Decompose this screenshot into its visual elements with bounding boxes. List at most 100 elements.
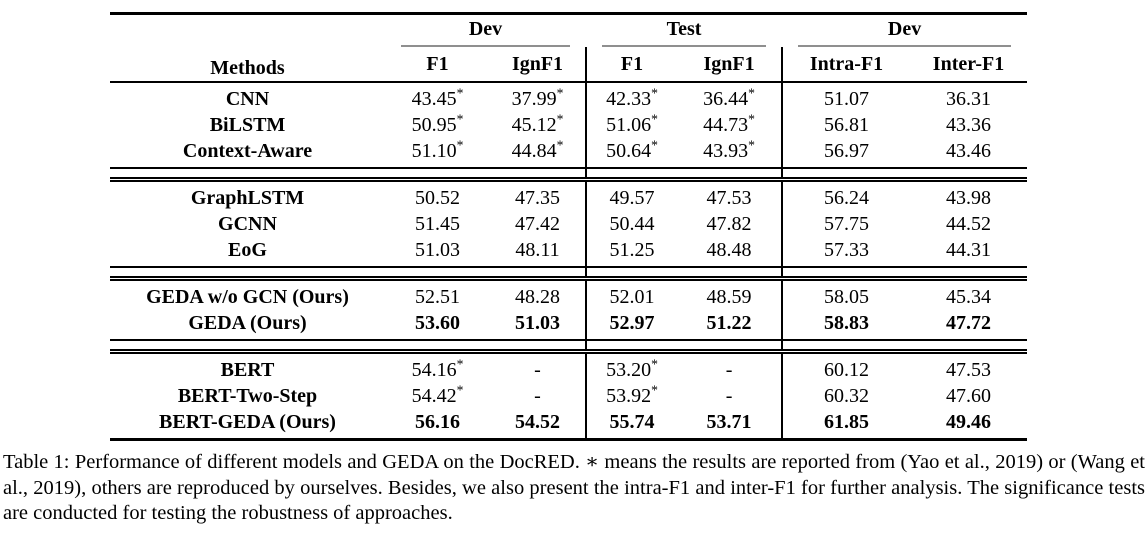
separator-cell xyxy=(585,339,678,354)
separator-cell xyxy=(781,266,911,281)
header-group-test: Test xyxy=(586,12,783,47)
cell-test-ignf1: 43.93* xyxy=(703,137,755,162)
cell-inter-f1: 47.53 xyxy=(946,359,992,381)
cell-test-ignf1: 51.22 xyxy=(706,312,752,334)
method-name: BERT xyxy=(220,359,275,381)
method-name: BERT-GEDA (Ours) xyxy=(110,409,385,441)
star-marker: * xyxy=(651,111,658,127)
cell-inter-f1: 43.46 xyxy=(946,140,992,162)
cell-test-f1: 55.74 xyxy=(585,409,678,441)
header-dev-f1: F1 xyxy=(385,47,490,83)
cell-inter-f1: 47.72 xyxy=(946,312,992,334)
cell-intra-f1: 60.12 xyxy=(781,351,911,383)
cell-inter-f1: 49.46 xyxy=(910,409,1028,441)
cell-dev-ignf1: - xyxy=(534,385,541,407)
cell-test-ignf1: - xyxy=(725,385,733,407)
table-row-graphlstm: GraphLSTM 50.52 47.35 49.57 47.53 56.24 … xyxy=(110,179,1027,211)
header-group-dev2-label: Dev xyxy=(798,16,1012,47)
separator-cell xyxy=(490,266,587,281)
cell-dev-ignf1: 48.28 xyxy=(515,286,560,308)
table-row-geda: GEDA (Ours) 53.60 51.03 52.97 51.22 58.8… xyxy=(110,310,1027,340)
cell-dev-ignf1: 47.42 xyxy=(515,213,560,235)
cell-intra-f1: 51.07 xyxy=(781,82,911,112)
star-marker: * xyxy=(748,137,755,153)
cell-dev-f1: 56.16 xyxy=(385,409,490,441)
cell-test-f1: 50.44 xyxy=(585,211,678,237)
header-group-dev-label: Dev xyxy=(401,16,571,47)
method-name: Context-Aware xyxy=(182,140,313,162)
header-dev-ignf1: IgnF1 xyxy=(490,47,587,83)
cell-intra-f1: 57.75 xyxy=(781,211,911,237)
cell-test-f1: 53.20* xyxy=(585,351,678,383)
cell-intra-f1: 57.33 xyxy=(781,237,911,267)
cell-dev-f1: 51.45 xyxy=(415,213,460,235)
cell-inter-f1: 36.31 xyxy=(946,88,992,110)
separator-cell xyxy=(385,167,490,182)
separator-cell xyxy=(677,167,783,182)
star-marker: * xyxy=(456,85,464,101)
star-marker: * xyxy=(556,111,564,127)
separator-cell xyxy=(110,266,385,281)
cell-test-f1: 51.06* xyxy=(585,111,678,138)
cell-dev-f1: 51.10* xyxy=(411,137,464,162)
block-separator xyxy=(110,266,1028,281)
separator-cell xyxy=(490,167,587,182)
table-row-eog: EoG 51.03 48.11 51.25 48.48 57.33 44.31 xyxy=(110,237,1027,267)
cell-test-f1: 49.57 xyxy=(585,179,678,211)
star-marker: * xyxy=(651,356,658,372)
header-test-ignf1: IgnF1 xyxy=(677,47,783,83)
results-table-wrap: Methods Dev Test Dev F1 IgnF1 F1 IgnF1 I… xyxy=(110,12,1028,441)
cell-dev-f1: 53.60 xyxy=(415,312,460,334)
cell-intra-f1: 61.85 xyxy=(781,409,911,441)
sub-header-row: F1 IgnF1 F1 IgnF1 Intra-F1 Inter-F1 xyxy=(110,47,1028,83)
cell-dev-ignf1: 45.12* xyxy=(511,111,564,136)
header-group-dev2: Dev xyxy=(782,12,1028,47)
star-marker: * xyxy=(651,85,658,101)
results-table: Methods Dev Test Dev F1 IgnF1 F1 IgnF1 I… xyxy=(110,12,1028,441)
cell-dev-f1: 51.03 xyxy=(415,239,460,261)
star-marker: * xyxy=(748,111,755,127)
cell-dev-ignf1: 44.84* xyxy=(511,137,564,162)
method-name: BERT-Two-Step xyxy=(177,385,318,407)
cell-inter-f1: 47.60 xyxy=(946,385,992,407)
separator-cell xyxy=(585,167,678,182)
separator-cell xyxy=(781,167,911,182)
block-separator xyxy=(110,167,1028,182)
table-row-context-aware: Context-Aware 51.10* 44.84* 50.64* 43.93… xyxy=(110,138,1027,168)
separator-cell xyxy=(490,339,587,354)
header-group-dev: Dev xyxy=(385,12,587,47)
cell-dev-ignf1: 37.99* xyxy=(511,85,564,110)
cell-intra-f1: 60.32 xyxy=(781,383,911,409)
cell-test-ignf1: 36.44* xyxy=(703,85,755,110)
block-separator xyxy=(110,339,1028,354)
cell-dev-ignf1: 54.52 xyxy=(490,409,587,441)
cell-test-f1: 42.33* xyxy=(585,82,678,112)
star-marker: * xyxy=(456,111,464,127)
cell-inter-f1: 43.98 xyxy=(946,187,992,209)
cell-intra-f1: 58.83 xyxy=(781,310,911,340)
table-row-cnn: CNN 43.45* 37.99* 42.33* 36.44* 51.07 36… xyxy=(110,82,1027,112)
table-caption: Table 1: Performance of different models… xyxy=(3,451,1145,524)
header-methods: Methods xyxy=(110,12,385,83)
cell-test-ignf1: 44.73* xyxy=(703,111,755,136)
method-name: GEDA (Ours) xyxy=(188,312,307,334)
header-inter-f1: Inter-F1 xyxy=(910,47,1028,83)
separator-cell xyxy=(677,339,783,354)
cell-dev-f1: 50.95* xyxy=(411,111,464,136)
group-header-row: Methods Dev Test Dev xyxy=(110,12,1028,83)
cell-test-f1: 51.25 xyxy=(585,237,678,267)
cell-dev-ignf1: 47.35 xyxy=(515,187,560,209)
table-row-geda-wo-gcn: GEDA w/o GCN (Ours) 52.51 48.28 52.01 48… xyxy=(110,278,1027,310)
cell-intra-f1: 58.05 xyxy=(781,278,911,310)
cell-test-f1: 52.01 xyxy=(585,278,678,310)
separator-cell xyxy=(677,266,783,281)
cell-test-f1: 50.64* xyxy=(585,138,678,168)
cell-test-ignf1: 48.59 xyxy=(706,286,752,308)
cell-dev-f1: 54.42* xyxy=(411,382,464,407)
header-group-test-label: Test xyxy=(602,16,767,47)
cell-test-ignf1: - xyxy=(725,359,733,381)
separator-cell xyxy=(110,339,385,354)
separator-cell xyxy=(781,339,911,354)
cell-test-ignf1: 48.48 xyxy=(706,239,752,261)
